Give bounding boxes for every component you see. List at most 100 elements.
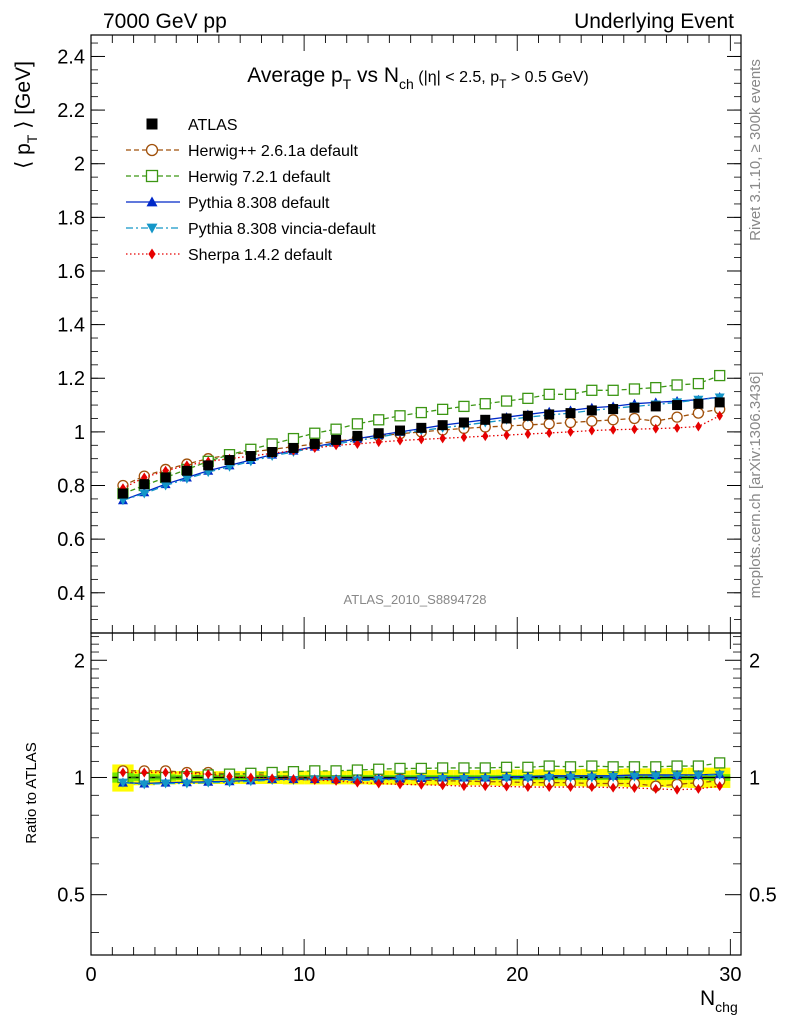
ratio-point-vincia: [416, 775, 427, 785]
ratio-point-vincia: [117, 778, 128, 788]
point-sherpa: [482, 431, 489, 442]
ratio-ytick-label-right: 0.5: [749, 885, 777, 907]
legend-label-vincia: Pythia 8.308 vincia-default: [188, 221, 376, 238]
point-atlas: [160, 472, 171, 483]
header-category: Underlying Event: [574, 10, 734, 33]
ratio-point-herwig7: [479, 762, 491, 774]
point-atlas: [672, 400, 683, 411]
x-axis-title: Nchg: [700, 987, 738, 1015]
ratio-point-herwig7: [394, 762, 406, 775]
point-atlas: [203, 460, 214, 471]
main-ytick-label: 2.4: [57, 46, 85, 68]
point-herwigpp: [692, 407, 705, 419]
ratio-point-sherpa: [119, 767, 127, 778]
rivet-version-label: Rivet 3.1.10, ≥ 300k events: [747, 59, 764, 241]
ratio-point-vincia: [501, 774, 512, 784]
point-atlas: [245, 451, 256, 462]
ratio-point-herwig7: [436, 762, 449, 774]
ratio-point-herwig7: [564, 761, 577, 773]
point-atlas: [544, 409, 555, 420]
point-herwig7: [628, 383, 641, 395]
point-sherpa: [673, 422, 681, 433]
point-sherpa: [652, 423, 660, 434]
point-atlas: [522, 410, 533, 421]
point-sherpa: [609, 424, 617, 435]
y-axis-title-main: ⟨ p: [12, 143, 35, 169]
point-atlas: [501, 413, 512, 424]
legend-label-herwigpp: Herwig++ 2.6.1a default: [188, 143, 358, 160]
point-sherpa: [631, 424, 638, 435]
main-ytick-label: 1.2: [57, 368, 85, 390]
ratio-point-vincia: [437, 775, 448, 785]
series-herwig7: [117, 369, 726, 500]
ratio-point-sherpa: [695, 783, 702, 794]
ratio-point-sherpa: [545, 782, 553, 793]
point-sherpa: [396, 435, 404, 446]
plot-title: Average pT vs Nch (|η| < 2.5, pT > 0.5 G…: [247, 64, 588, 92]
ratio-point-vincia: [586, 773, 597, 783]
main-ytick-label: 1: [74, 422, 85, 444]
ratio-point-sherpa: [716, 781, 723, 792]
mcplots-credit-label: mcplots.cern.ch [arXiv:1306.3436]: [747, 372, 764, 599]
ratio-line-vincia: [122, 774, 720, 786]
point-sherpa: [375, 437, 382, 448]
x-tick-label: 30: [719, 964, 741, 986]
point-vincia: [181, 474, 192, 484]
point-herwig7: [287, 432, 300, 445]
ratio-ytick-label: 1: [74, 767, 85, 789]
point-atlas: [352, 430, 363, 441]
legend-marker-herwigpp: [145, 143, 159, 157]
ratio-point-sherpa: [354, 777, 361, 788]
point-atlas: [437, 420, 448, 431]
point-herwig7: [330, 423, 342, 435]
point-sherpa: [588, 425, 596, 436]
plot-title-vs: vs N: [351, 64, 399, 87]
point-sherpa: [716, 410, 723, 421]
point-atlas: [309, 438, 320, 449]
point-atlas: [288, 442, 299, 453]
point-atlas: [693, 398, 704, 409]
ratio-point-vincia: [714, 770, 725, 780]
ratio-point-vincia: [181, 779, 192, 789]
ratio-point-sherpa: [247, 772, 255, 783]
point-atlas: [714, 397, 725, 408]
point-herwigpp: [607, 414, 619, 426]
legend-marker-herwig7: [145, 169, 159, 183]
ratio-point-herwig7: [714, 757, 726, 769]
point-atlas: [224, 455, 235, 466]
ratio-point-sherpa: [503, 781, 510, 792]
ratio-point-sherpa: [290, 774, 297, 785]
point-herwig7: [607, 384, 619, 396]
ratio-point-sherpa: [673, 784, 681, 795]
point-atlas: [267, 446, 278, 457]
point-atlas: [650, 401, 661, 412]
legend-marker-vincia: [146, 223, 158, 234]
ratio-point-vincia: [608, 772, 619, 782]
point-herwig7: [351, 418, 364, 430]
ratio-point-herwig7: [522, 761, 534, 773]
series-line-herwig7: [122, 374, 720, 495]
header-energy: 7000 GeV pp: [103, 10, 227, 33]
point-herwig7: [500, 395, 513, 407]
ratio-point-sherpa: [418, 779, 425, 790]
ratio-point-sherpa: [482, 781, 489, 792]
legend: ATLAS Herwig++ 2.6.1a default Herwig 7.2.1…: [126, 117, 376, 264]
ratio-point-vincia: [629, 772, 640, 782]
ratio-series-sherpa: [119, 767, 723, 795]
point-herwig7: [415, 406, 427, 419]
ratio-point-herwig7: [373, 763, 385, 775]
ratio-point-sherpa: [567, 782, 574, 793]
ratio-point-sherpa: [524, 782, 532, 793]
ratio-point-vincia: [203, 778, 214, 788]
plot-title-sub1: T: [343, 76, 352, 92]
point-sherpa: [439, 433, 446, 444]
plot-title-cuts2: > 0.5 GeV): [506, 69, 588, 86]
ratio-ytick-label: 2: [74, 650, 85, 672]
ratio-point-vincia: [160, 779, 171, 789]
plot-title-main: Average p: [247, 64, 342, 87]
series-atlas: [117, 397, 725, 499]
legend-label-sherpa: Sherpa 1.4.2 default: [188, 247, 333, 264]
ratio-point-herwig7: [586, 760, 598, 772]
main-panel: 0.4 0.6 0.8 1 1.2 1.4 1.6 1.8 2 2.2 2.4: [57, 34, 742, 634]
ratio-point-sherpa: [226, 771, 233, 782]
